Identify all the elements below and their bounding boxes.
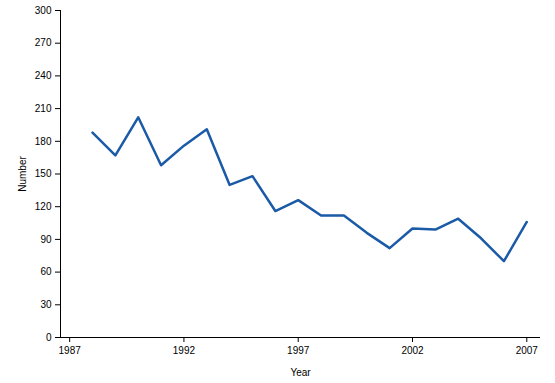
svg-text:60: 60 bbox=[40, 266, 52, 277]
svg-text:1997: 1997 bbox=[287, 345, 310, 356]
svg-text:180: 180 bbox=[35, 136, 52, 147]
svg-text:1987: 1987 bbox=[59, 345, 82, 356]
svg-text:1992: 1992 bbox=[173, 345, 196, 356]
svg-text:210: 210 bbox=[35, 103, 52, 114]
svg-text:0: 0 bbox=[46, 332, 52, 343]
svg-text:270: 270 bbox=[35, 37, 52, 48]
svg-text:120: 120 bbox=[35, 201, 52, 212]
svg-text:2002: 2002 bbox=[401, 345, 424, 356]
svg-text:240: 240 bbox=[35, 70, 52, 81]
svg-text:Year: Year bbox=[290, 367, 311, 378]
svg-text:Number: Number bbox=[17, 156, 28, 192]
svg-text:90: 90 bbox=[40, 234, 52, 245]
svg-text:2007: 2007 bbox=[516, 345, 539, 356]
svg-text:300: 300 bbox=[35, 5, 52, 16]
svg-text:150: 150 bbox=[35, 168, 52, 179]
svg-text:30: 30 bbox=[40, 299, 52, 310]
